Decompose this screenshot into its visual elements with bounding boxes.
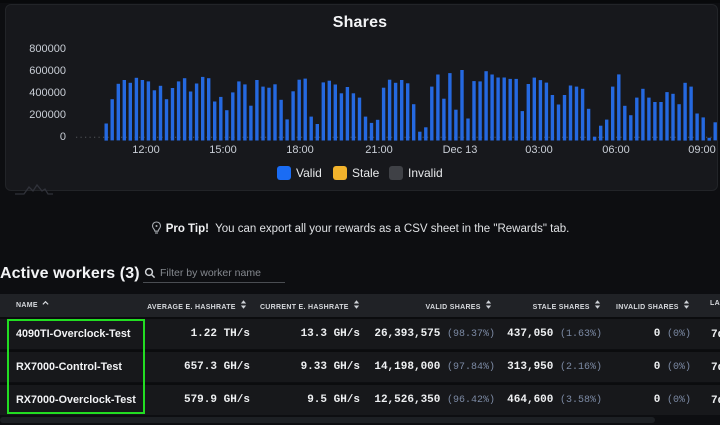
svg-text:0: 0: [60, 131, 66, 143]
svg-text:200000: 200000: [29, 109, 66, 121]
svg-text:03:00: 03:00: [525, 144, 553, 156]
svg-text:12:00: 12:00: [132, 144, 160, 156]
svg-text:800000: 800000: [29, 43, 66, 55]
svg-text:15:00: 15:00: [209, 144, 237, 156]
svg-text:18:00: 18:00: [286, 144, 314, 156]
svg-text:Dec 13: Dec 13: [443, 144, 478, 156]
svg-text:06:00: 06:00: [602, 144, 630, 156]
svg-text:600000: 600000: [29, 65, 66, 77]
svg-text:09:00: 09:00: [688, 144, 716, 156]
svg-text:21:00: 21:00: [365, 144, 393, 156]
svg-text:400000: 400000: [29, 87, 66, 99]
